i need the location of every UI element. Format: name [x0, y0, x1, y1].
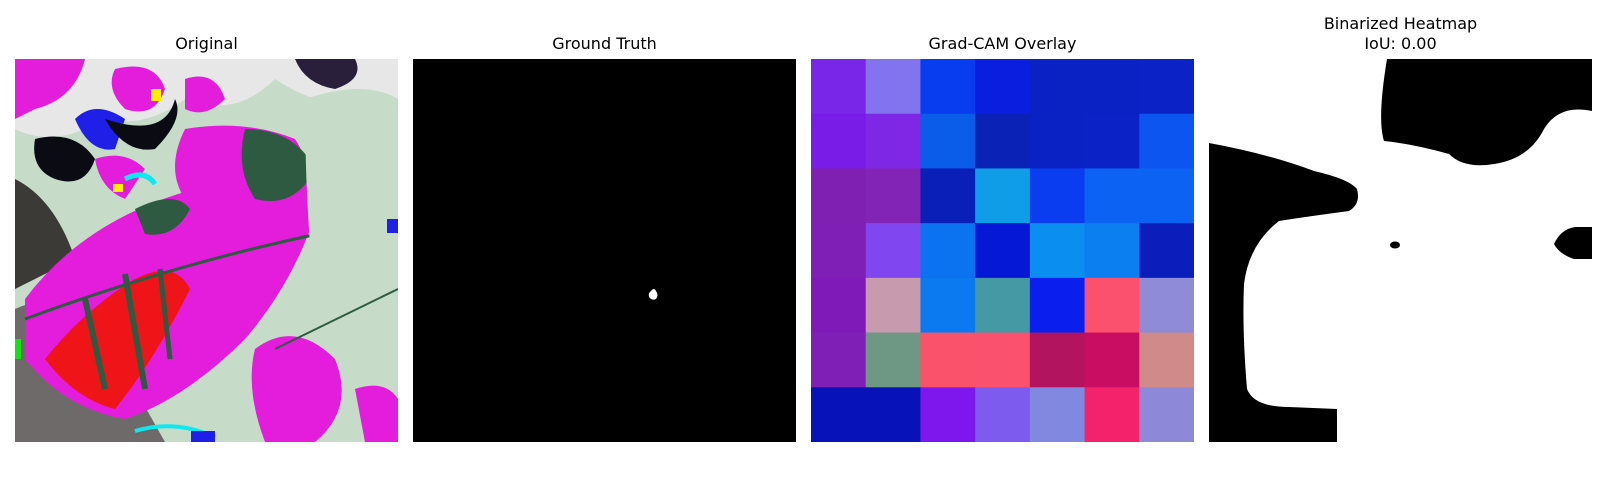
gradcam-cell: [811, 223, 867, 279]
gradcam-cell: [1139, 387, 1194, 442]
gradcam-cell: [920, 387, 976, 442]
iou-label: IoU: 0.00: [1364, 34, 1437, 53]
gradcam-cell: [811, 168, 867, 224]
mask-speck: [1390, 241, 1400, 249]
gradcam-cell: [975, 168, 1031, 224]
gradcam-cell: [865, 223, 921, 279]
panel-title: Original: [175, 34, 238, 53]
gradcam-cell: [1084, 277, 1140, 334]
gradcam-cell: [1139, 168, 1194, 224]
gradcam-cell: [1139, 332, 1194, 388]
gradcam-cell: [1139, 277, 1194, 334]
mask-region: [1554, 227, 1592, 259]
gradcam-cell: [975, 277, 1031, 334]
panel-ground-truth: Ground Truth: [413, 0, 796, 500]
gradcam-cell: [865, 113, 921, 169]
panel-original: Original: [15, 0, 398, 500]
gradcam-cell: [865, 277, 921, 334]
gradcam-cell: [1139, 113, 1194, 169]
ground-truth-mask: [413, 59, 796, 442]
gradcam-cell: [811, 113, 867, 169]
gradcam-cell: [920, 277, 976, 334]
binarized-heatmap-image: [1209, 59, 1592, 442]
gradcam-cell: [865, 59, 921, 115]
gradcam-cell: [865, 168, 921, 224]
gradcam-cell: [1029, 332, 1086, 388]
gradcam-cell: [1139, 223, 1194, 279]
panel-gradcam-overlay: Grad-CAM Overlay: [811, 0, 1194, 500]
gradcam-cell: [1084, 59, 1140, 115]
gradcam-cell: [975, 59, 1031, 115]
gradcam-cell: [920, 113, 976, 169]
gradcam-overlay-image: [811, 59, 1194, 442]
mask-blob: [648, 289, 658, 300]
gradcam-cell: [975, 332, 1031, 388]
gradcam-cell: [811, 59, 867, 115]
gradcam-cell: [1029, 387, 1086, 442]
gradcam-cell: [1084, 168, 1140, 224]
original-image: [15, 59, 398, 442]
gradcam-cell: [920, 59, 976, 115]
gradcam-cell: [1029, 59, 1086, 115]
panel-title-line: Binarized Heatmap: [1323, 14, 1478, 33]
gradcam-cell: [1139, 59, 1194, 115]
mask-region: [1209, 143, 1358, 442]
gradcam-cell: [1029, 223, 1086, 279]
gradcam-cell: [1084, 223, 1140, 279]
gradcam-cell: [811, 332, 867, 388]
gradcam-cell: [811, 387, 867, 442]
gradcam-cell: [1029, 113, 1086, 169]
gradcam-cell: [1084, 113, 1140, 169]
gradcam-cell: [975, 223, 1031, 279]
gradcam-cell: [1029, 277, 1086, 334]
gradcam-cell: [975, 387, 1031, 442]
gradcam-cell: [1084, 332, 1140, 388]
gradcam-cell: [920, 332, 976, 388]
gradcam-cell: [1029, 168, 1086, 224]
gradcam-cell: [920, 223, 976, 279]
panel-title: Binarized Heatmap IoU: 0.00: [1209, 14, 1592, 54]
gradcam-cell: [920, 168, 976, 224]
gradcam-cell: [865, 387, 921, 442]
panel-binarized-heatmap: Binarized Heatmap IoU: 0.00: [1209, 0, 1592, 500]
panel-title: Grad-CAM Overlay: [928, 34, 1077, 53]
gradcam-cell: [865, 332, 921, 388]
mask-background: [413, 59, 796, 442]
gradcam-cell: [1084, 387, 1140, 442]
panel-title: Ground Truth: [552, 34, 657, 53]
mask-region: [1381, 59, 1592, 166]
gradcam-cell: [811, 277, 867, 334]
gradcam-cell: [975, 113, 1031, 169]
